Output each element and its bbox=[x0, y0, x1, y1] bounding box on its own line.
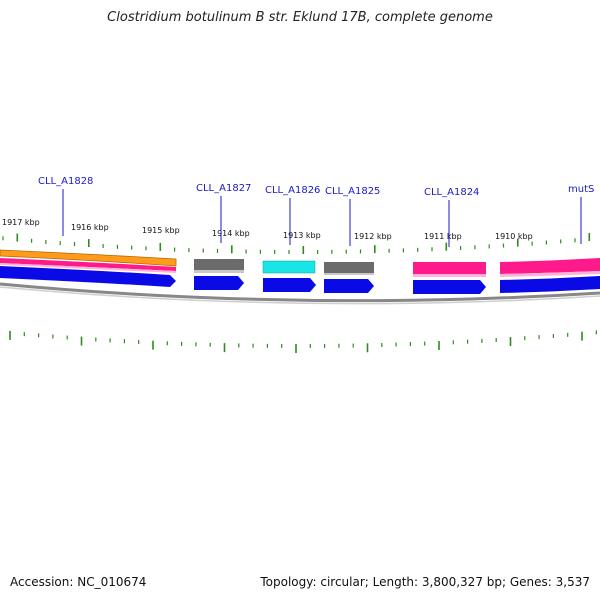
map-title: Clostridium botulinum B str. Eklund 17B,… bbox=[107, 10, 493, 25]
cyan-feature-1826 bbox=[262, 260, 316, 274]
genome-backbone bbox=[0, 282, 600, 303]
gray-feature-1825-shadow bbox=[324, 273, 374, 275]
gene-labels: CLL_A1828 CLL_A1827 CLL_A1826 CLL_A1825 CLL_… bbox=[38, 176, 594, 247]
pink-feature-1824-shadow bbox=[413, 274, 486, 277]
genome-backbone-light bbox=[0, 286, 600, 305]
cds-arrow-muts bbox=[500, 276, 600, 293]
cds-arrow-1827 bbox=[194, 276, 244, 290]
kbp-label: 1914 kbp bbox=[212, 229, 250, 238]
gene-label: CLL_A1825 bbox=[325, 186, 380, 197]
kbp-label: 1913 kbp bbox=[283, 231, 321, 240]
light-pink-arc-left bbox=[0, 263, 176, 273]
genome-summary-text: Topology: circular; Length: 3,800,327 bp… bbox=[260, 575, 590, 589]
pink-feature-1824 bbox=[413, 262, 486, 274]
kbp-label: 1916 kbp bbox=[71, 223, 109, 232]
gene-label: mutS bbox=[568, 184, 594, 195]
kbp-label: 1910 kbp bbox=[495, 232, 533, 241]
kbp-labels: 1917 kbp 1916 kbp 1915 kbp 1914 kbp 1913 kbp… bbox=[2, 218, 533, 241]
gene-label: CLL_A1824 bbox=[424, 187, 479, 198]
kbp-label: 1917 kbp bbox=[2, 218, 40, 227]
gray-feature-1827-shadow bbox=[194, 270, 244, 273]
inner-tick-marks bbox=[9, 330, 597, 353]
gray-feature-1827 bbox=[194, 259, 244, 271]
accession-text: Accession: NC_010674 bbox=[10, 575, 147, 589]
gene-label: CLL_A1826 bbox=[265, 185, 320, 196]
kbp-label: 1911 kbp bbox=[424, 232, 462, 241]
gray-feature-1825 bbox=[324, 262, 374, 274]
cds-arrow-1826 bbox=[263, 278, 316, 292]
pink-feature-arc-left bbox=[0, 258, 176, 271]
kbp-label: 1915 kbp bbox=[142, 226, 180, 235]
cds-arrow-1828 bbox=[0, 266, 176, 287]
pink-feature-muts bbox=[500, 258, 600, 274]
gene-label: CLL_A1827 bbox=[196, 183, 251, 194]
gene-label: CLL_A1828 bbox=[38, 176, 93, 187]
pink-feature-muts-shadow bbox=[500, 271, 600, 277]
feature-track bbox=[0, 249, 600, 305]
kbp-label: 1912 kbp bbox=[354, 232, 392, 241]
cds-arrow-1824 bbox=[413, 280, 486, 294]
cds-arrow-1825 bbox=[324, 279, 374, 293]
outer-tick-marks bbox=[2, 232, 591, 254]
orange-feature-arc bbox=[0, 249, 177, 267]
